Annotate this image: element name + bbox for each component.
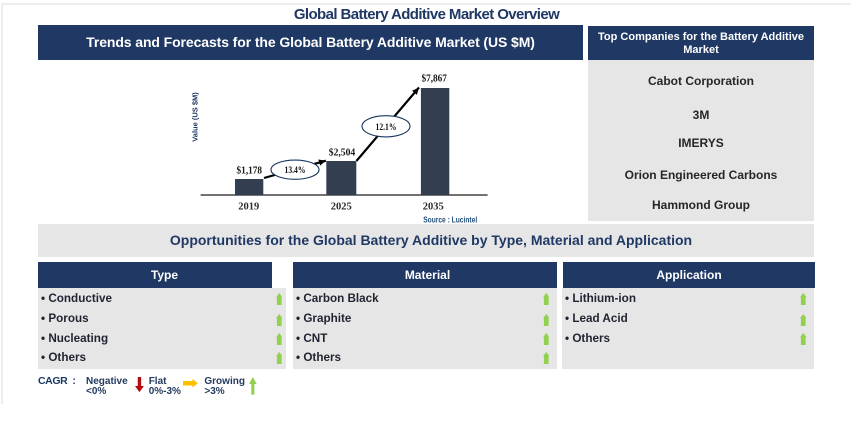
- svg-text:Source : Lucintel: Source : Lucintel: [423, 215, 477, 224]
- svg-text:13.4%: 13.4%: [285, 166, 306, 176]
- svg-text:12.1%: 12.1%: [376, 123, 397, 133]
- svg-text:$2,504: $2,504: [329, 147, 356, 158]
- svg-text:$1,178: $1,178: [237, 165, 262, 176]
- svg-text:2019: 2019: [238, 202, 259, 213]
- svg-text:Value (US $M): Value (US $M): [191, 92, 200, 142]
- svg-text:$7,867: $7,867: [421, 73, 447, 84]
- svg-text:2035: 2035: [423, 202, 444, 213]
- svg-text:2025: 2025: [331, 202, 352, 213]
